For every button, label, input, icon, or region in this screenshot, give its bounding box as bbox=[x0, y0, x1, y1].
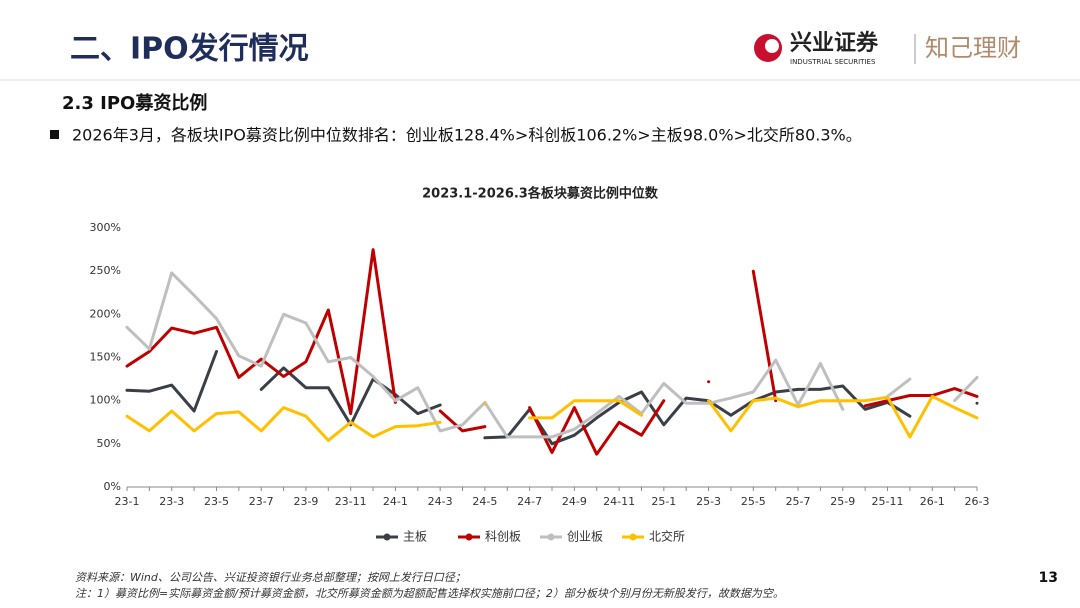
series-line bbox=[125, 271, 979, 439]
x-tick-label: 25-11 bbox=[872, 495, 904, 508]
series-line bbox=[125, 248, 979, 456]
legend-marker bbox=[383, 533, 391, 541]
y-tick-label: 150% bbox=[90, 351, 121, 364]
x-tick-label: 24-1 bbox=[383, 495, 408, 508]
x-tick-label: 23-9 bbox=[293, 495, 318, 508]
legend-marker bbox=[547, 533, 555, 541]
x-tick-label: 24-7 bbox=[517, 495, 542, 508]
x-tick-label: 24-3 bbox=[428, 495, 453, 508]
slogan: 知己理财 bbox=[925, 34, 1021, 62]
x-tick-label: 25-7 bbox=[786, 495, 811, 508]
page-number: 13 bbox=[1039, 570, 1058, 586]
plot: 0% 50% 100% 150% 200% 250% 300% 23-1 23-3 23-5 23-… bbox=[90, 221, 990, 544]
logo-icon bbox=[765, 39, 779, 53]
x-tick-label: 25-1 bbox=[651, 495, 676, 508]
legend-marker bbox=[629, 533, 637, 541]
y-tick-label: 50% bbox=[97, 437, 121, 450]
x-tick-label: 23-7 bbox=[249, 495, 274, 508]
note: 注：1）募资比例=实际募资金额/预计募资金额，北交所募资金额为超额配售选择权实施… bbox=[75, 587, 784, 600]
section-title: 2.3 IPO募资比例 bbox=[62, 92, 207, 114]
slide-title: 二、IPO发行情况 bbox=[70, 32, 309, 67]
x-tick-label: 23-11 bbox=[335, 495, 367, 508]
x-tick-label: 23-1 bbox=[115, 495, 140, 508]
legend-label: 主板 bbox=[403, 530, 427, 544]
chart-title: 2023.1-2026.3各板块募资比例中位数 bbox=[422, 186, 659, 202]
y-tick-label: 100% bbox=[90, 394, 121, 407]
y-tick-label: 0% bbox=[104, 480, 121, 493]
x-tick-label: 24-5 bbox=[472, 495, 497, 508]
x-tick-label: 26-3 bbox=[965, 495, 990, 508]
x-tick-label: 23-5 bbox=[204, 495, 229, 508]
logo-sub: INDUSTRIAL SECURITIES bbox=[790, 58, 876, 66]
y-tick-label: 200% bbox=[90, 307, 121, 320]
legend-label: 北交所 bbox=[649, 529, 685, 544]
x-tick-label: 23-3 bbox=[159, 495, 184, 508]
x-tick-label: 26-1 bbox=[920, 495, 945, 508]
bullet-text: 2026年3月，各板块IPO募资比例中位数排名：创业板128.4%>科创板106… bbox=[72, 126, 862, 145]
x-tick-label: 25-5 bbox=[741, 495, 766, 508]
x-tick-label: 24-11 bbox=[603, 495, 635, 508]
bullet-mark bbox=[50, 130, 59, 139]
source: 资料来源：Wind、公司公告、兴证投资银行业务总部整理；按网上发行日口径； bbox=[75, 571, 466, 584]
logo-name: 兴业证券 bbox=[790, 30, 879, 56]
x-tick-label: 25-9 bbox=[830, 495, 855, 508]
y-tick-label: 250% bbox=[90, 264, 121, 277]
series-line bbox=[125, 350, 979, 446]
y-tick-label: 300% bbox=[90, 221, 121, 234]
series-line bbox=[125, 394, 979, 442]
legend-marker bbox=[465, 533, 473, 541]
x-tick-label: 25-3 bbox=[696, 495, 721, 508]
legend-label: 科创板 bbox=[485, 530, 521, 544]
x-tick-label: 24-9 bbox=[562, 495, 587, 508]
legend-label: 创业板 bbox=[567, 530, 603, 544]
